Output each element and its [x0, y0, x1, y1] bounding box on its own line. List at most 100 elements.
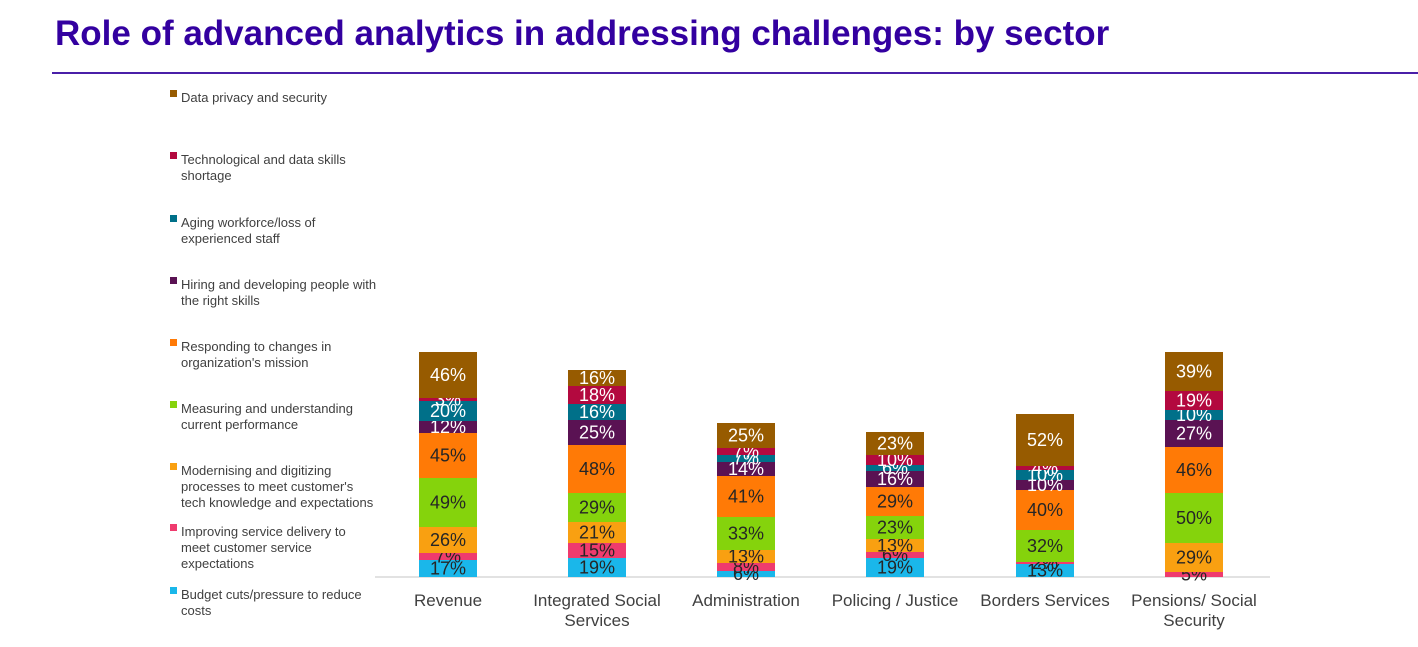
title-divider — [52, 72, 1418, 74]
data-label: 16% — [579, 368, 615, 388]
bar-segment — [568, 558, 626, 577]
bar-segment — [866, 558, 924, 577]
bar-segment — [717, 517, 775, 550]
bar-segment — [717, 550, 775, 563]
data-label: 33% — [728, 524, 764, 544]
bar-segment — [1016, 414, 1074, 466]
bar-segment — [717, 462, 775, 476]
legend-swatch — [170, 587, 177, 594]
data-label: 45% — [430, 446, 466, 466]
legend-item: Responding to changes in organization's m… — [170, 339, 331, 370]
bar-segment — [1016, 564, 1074, 577]
bar-segment — [866, 487, 924, 516]
data-label: 41% — [728, 487, 764, 507]
bar-segment — [1165, 352, 1223, 391]
bar-segment — [419, 560, 477, 577]
data-label: 52% — [1027, 430, 1063, 450]
data-label: 13% — [877, 536, 913, 556]
data-label: 25% — [579, 423, 615, 443]
legend-swatch — [170, 463, 177, 470]
page-title: Role of advanced analytics in addressing… — [55, 14, 1110, 53]
bar-segment — [419, 478, 477, 527]
bar-segment — [866, 465, 924, 471]
data-label: 26% — [430, 530, 466, 550]
data-label: 20% — [430, 401, 466, 421]
bar-segment — [419, 421, 477, 433]
data-label: 46% — [430, 365, 466, 385]
data-label: 16% — [877, 469, 913, 489]
legend-swatch — [170, 401, 177, 408]
data-label: 19% — [579, 558, 615, 578]
bar-segment — [419, 398, 477, 401]
bar-segment — [717, 476, 775, 517]
data-label: 18% — [579, 385, 615, 405]
legend-label: Data privacy and security — [181, 90, 327, 105]
bar-segment — [568, 445, 626, 493]
bar-segment — [866, 552, 924, 558]
bar-segment — [1016, 490, 1074, 530]
data-label: 32% — [1027, 536, 1063, 556]
legend-item: Hiring and developing people with the rig… — [170, 277, 376, 308]
chart-legend: Data privacy and security Technological a… — [170, 90, 376, 618]
data-label: 16% — [579, 402, 615, 422]
data-label: 46% — [1176, 460, 1212, 480]
legend-swatch — [170, 152, 177, 159]
data-label: 49% — [430, 493, 466, 513]
bar-segment — [1016, 470, 1074, 480]
bar-segment — [568, 420, 626, 445]
x-tick-label: Borders Services — [980, 591, 1109, 610]
data-label: 29% — [579, 498, 615, 518]
bar-segment — [1165, 543, 1223, 572]
bar-segment — [568, 370, 626, 386]
bar-segment — [866, 432, 924, 455]
legend-label: Responding to changes in organization's m… — [181, 339, 331, 370]
legend-item: Modernising and digitizing processes to m… — [170, 463, 374, 510]
bar-segment — [419, 553, 477, 560]
bar-segment — [568, 543, 626, 558]
bar-segment — [717, 571, 775, 577]
x-tick-label: Policing / Justice — [832, 591, 959, 610]
x-tick-label: Administration — [692, 591, 800, 610]
legend-label: Improving service delivery to meet custom… — [181, 524, 346, 571]
bar-segment — [1165, 493, 1223, 543]
legend-swatch — [170, 339, 177, 346]
bar-segment — [866, 539, 924, 552]
legend-label: Modernising and digitizing processes to m… — [181, 463, 374, 510]
legend-swatch — [170, 215, 177, 222]
data-label: 17% — [430, 559, 466, 579]
x-tick-label: Integrated Social Services — [533, 591, 661, 630]
data-label: 23% — [877, 518, 913, 538]
bar-segment — [717, 448, 775, 455]
data-label: 12% — [430, 417, 466, 437]
x-axis-labels: Revenue Integrated Social Services Administ… — [414, 591, 1257, 630]
legend-item: Data privacy and security — [170, 90, 327, 105]
legend-swatch — [170, 277, 177, 284]
data-label: 19% — [877, 558, 913, 578]
data-label: 13% — [728, 547, 764, 567]
data-label: 19% — [1176, 391, 1212, 411]
legend-label: Measuring and understanding current perfo… — [181, 401, 353, 432]
bar-segment — [1165, 391, 1223, 410]
data-label: 23% — [877, 434, 913, 454]
x-tick-label: Revenue — [414, 591, 482, 610]
legend-swatch — [170, 524, 177, 531]
data-label: 13% — [1027, 561, 1063, 581]
legend-item: Measuring and understanding current perfo… — [170, 401, 353, 432]
legend-label: Technological and data skills shortage — [181, 152, 346, 183]
bar-segment — [568, 493, 626, 522]
legend-label: Aging workforce/loss of experienced staff — [181, 215, 316, 246]
bar-segment — [1016, 466, 1074, 470]
legend-item: Improving service delivery to meet custom… — [170, 524, 346, 571]
data-label: 21% — [579, 523, 615, 543]
bar-segment — [568, 522, 626, 543]
legend-item: Technological and data skills shortage — [170, 152, 346, 183]
bar-segment — [717, 455, 775, 462]
legend-label: Hiring and developing people with the rig… — [181, 277, 376, 308]
data-label: 27% — [1176, 424, 1212, 444]
bar-segment — [419, 352, 477, 398]
data-label: 29% — [1176, 548, 1212, 568]
legend-item: Aging workforce/loss of experienced staff — [170, 215, 316, 246]
bar-segment — [866, 455, 924, 465]
legend-label: Budget cuts/pressure to reduce costs — [181, 587, 362, 618]
